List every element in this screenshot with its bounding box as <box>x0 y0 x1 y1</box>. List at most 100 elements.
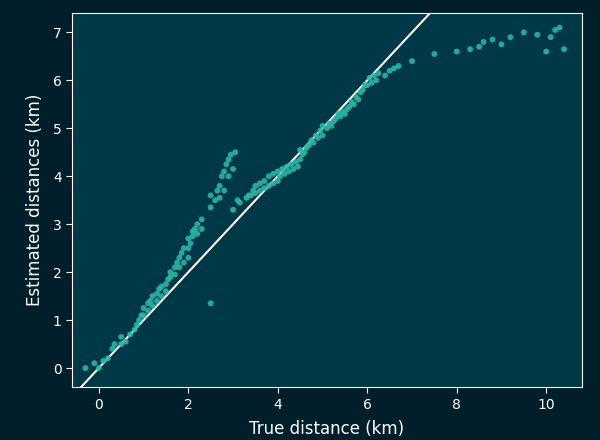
Point <box>313 134 323 141</box>
Point <box>175 264 184 271</box>
Point <box>291 158 301 165</box>
Point <box>110 341 119 348</box>
Point <box>152 290 162 297</box>
Point <box>340 110 350 117</box>
Point <box>295 156 305 163</box>
Point <box>506 33 515 40</box>
Point <box>286 161 296 168</box>
Point <box>365 74 374 81</box>
Point <box>116 341 126 348</box>
Point <box>206 300 215 307</box>
Point <box>273 177 283 184</box>
Point <box>273 168 283 175</box>
Point <box>215 182 224 189</box>
Point <box>351 94 361 101</box>
Point <box>260 185 269 192</box>
Point <box>157 293 166 300</box>
Point <box>541 48 551 55</box>
Point <box>145 297 155 304</box>
Point <box>275 173 285 180</box>
Point <box>356 89 365 96</box>
Point <box>335 113 345 120</box>
Point <box>161 281 171 288</box>
Point <box>269 180 278 187</box>
Point <box>309 139 319 146</box>
Point <box>197 216 206 223</box>
Point <box>220 187 229 194</box>
Point <box>519 29 529 36</box>
Point <box>311 132 320 139</box>
Point <box>385 67 394 74</box>
Point <box>367 79 377 86</box>
Point <box>143 300 153 307</box>
Point <box>197 225 206 232</box>
Point <box>316 127 325 134</box>
Point <box>430 51 439 58</box>
Point <box>224 173 233 180</box>
Point <box>190 225 200 232</box>
Point <box>284 168 294 175</box>
Point <box>179 245 188 252</box>
Point <box>134 316 144 323</box>
Point <box>166 268 175 275</box>
Point <box>184 254 193 261</box>
Point <box>228 165 238 172</box>
Point <box>186 240 196 247</box>
Point <box>353 96 363 103</box>
Point <box>300 149 310 156</box>
Point <box>497 41 506 48</box>
Point <box>298 151 307 158</box>
Point <box>407 58 417 65</box>
Point <box>172 259 182 266</box>
Point <box>221 161 231 168</box>
Point <box>233 197 242 204</box>
Point <box>121 338 130 345</box>
X-axis label: True distance (km): True distance (km) <box>250 420 404 438</box>
Point <box>479 38 488 45</box>
Point <box>318 132 328 139</box>
Point <box>255 187 265 194</box>
Point <box>325 120 334 127</box>
Point <box>125 331 135 338</box>
Point <box>107 345 117 352</box>
Point <box>161 288 171 295</box>
Point <box>326 122 336 129</box>
Point <box>358 86 368 93</box>
Point <box>264 173 274 180</box>
Point <box>139 304 148 312</box>
Point <box>103 355 113 362</box>
Point <box>282 163 292 170</box>
Point <box>248 187 258 194</box>
Point <box>255 180 265 187</box>
Point <box>130 326 139 333</box>
Point <box>251 190 260 197</box>
Point <box>532 31 542 38</box>
Point <box>206 192 215 199</box>
Point <box>260 177 269 184</box>
Point <box>251 182 260 189</box>
Point <box>555 24 565 31</box>
Point <box>295 147 305 154</box>
Point <box>264 182 274 189</box>
Point <box>206 204 215 211</box>
Point <box>193 220 202 227</box>
Point <box>132 321 142 328</box>
Point <box>179 259 188 266</box>
Point <box>302 144 311 151</box>
Point <box>349 101 359 108</box>
Point <box>230 149 240 156</box>
Point <box>289 165 298 172</box>
Point <box>152 297 162 304</box>
Point <box>226 151 236 158</box>
Point <box>215 194 224 202</box>
Point <box>269 170 278 177</box>
Point <box>475 43 484 50</box>
Point <box>347 99 356 106</box>
Point <box>166 273 175 280</box>
Point <box>277 165 287 172</box>
Point <box>466 46 475 53</box>
Point <box>329 117 338 125</box>
Point <box>322 125 332 132</box>
Point <box>394 62 403 70</box>
Point <box>318 122 328 129</box>
